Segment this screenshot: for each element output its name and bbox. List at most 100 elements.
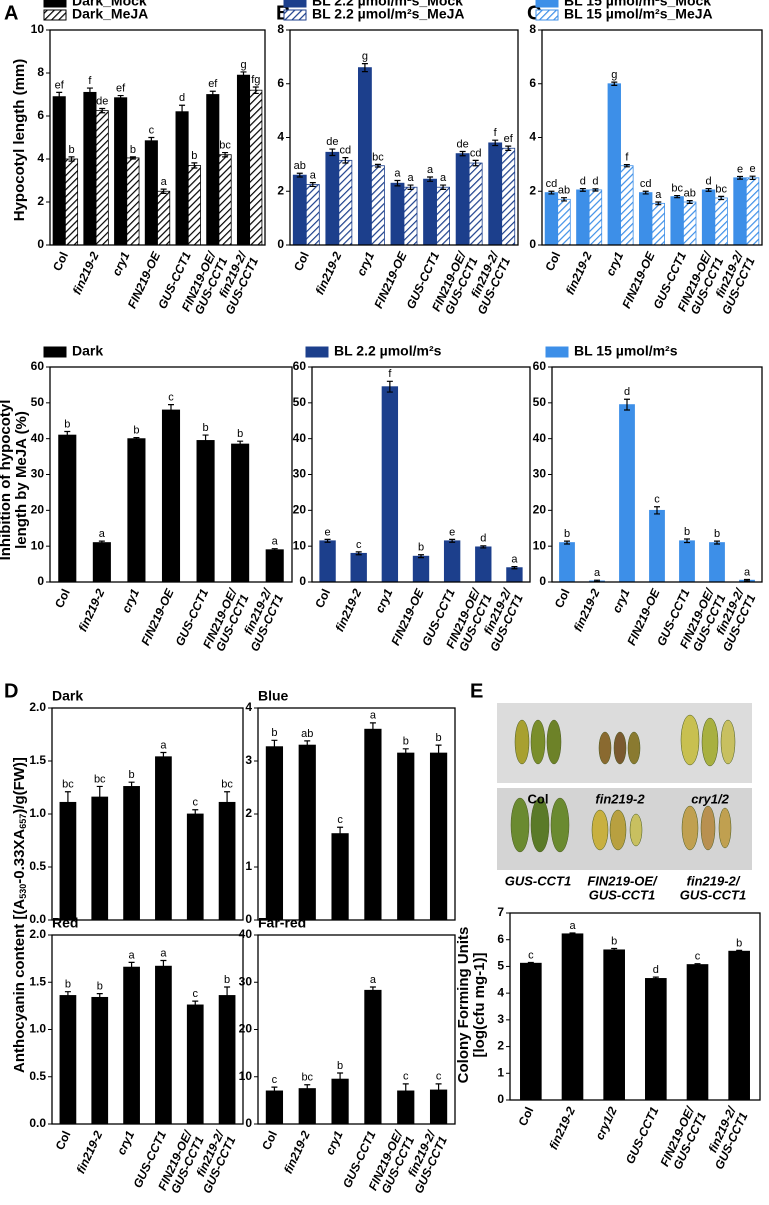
leaf	[681, 805, 699, 851]
y-tick-label: 6	[529, 76, 536, 90]
panel-title: Red	[52, 915, 78, 931]
bar	[123, 966, 140, 1125]
y-tick-label: 4	[277, 130, 284, 144]
bar	[91, 996, 109, 1125]
legend-label: BL 15 µmol/m²s_MeJA	[564, 6, 713, 22]
error-bar	[64, 430, 71, 440]
y-tick-label: 1	[245, 859, 252, 873]
y-axis-label: Inhibition of hypocotyl	[0, 400, 14, 561]
leaf	[613, 731, 627, 765]
x-tick-label: Col	[52, 587, 73, 610]
error-bar	[252, 86, 259, 95]
y-tick-label: 1.5	[29, 974, 46, 988]
bar	[59, 995, 77, 1125]
x-tick-label-group: fin219-2	[73, 1128, 105, 1175]
y-tick-label: 2	[277, 183, 284, 197]
significance-letter: g	[240, 59, 246, 71]
x-tick-label: fin219-2	[70, 249, 102, 296]
error-bar	[511, 565, 518, 570]
y-tick-label: 10	[31, 538, 45, 552]
bar	[588, 189, 603, 246]
plot-frame	[49, 366, 293, 583]
error-bar	[749, 175, 756, 181]
y-tick-label: 0	[37, 237, 44, 251]
x-tick-label: cry1	[609, 586, 632, 615]
y-tick-label: 20	[293, 503, 307, 517]
error-bar	[623, 164, 630, 168]
significance-letter: b	[129, 769, 135, 781]
error-bar	[168, 404, 174, 416]
plot-frame	[49, 29, 266, 246]
y-tick-label: 60	[293, 359, 307, 373]
y-tick-label: 6	[37, 108, 44, 122]
bar	[429, 752, 448, 921]
error-bar	[654, 506, 660, 515]
y-tick-label: 60	[533, 359, 547, 373]
significance-letter: bc	[94, 773, 106, 785]
significance-letter: b	[68, 144, 74, 156]
bar	[236, 74, 251, 246]
x-tick-label-group: fin219-2	[546, 1104, 578, 1151]
legend-label: Dark	[72, 343, 103, 359]
significance-letter: c	[436, 1071, 442, 1083]
y-axis-label-part: 657	[18, 814, 28, 829]
bar	[728, 950, 750, 1101]
y-tick-label: 0	[539, 574, 546, 588]
bar	[186, 1004, 204, 1125]
bar	[651, 202, 665, 246]
bar	[670, 196, 684, 246]
significance-letter: c	[168, 392, 174, 404]
bar	[331, 833, 349, 921]
panel-label: A	[4, 2, 18, 24]
bar	[686, 964, 709, 1101]
y-tick-label: 2	[245, 806, 252, 820]
significance-letter: b	[684, 526, 690, 538]
y-axis-label: Hypocotyl length (mm)	[11, 59, 28, 222]
y-axis-label-part: )/g(FW)]	[11, 757, 28, 814]
significance-letter: bc	[372, 151, 384, 163]
error-bar	[304, 1084, 311, 1093]
significance-letter: c	[528, 949, 534, 961]
y-tick-label: 7	[497, 905, 504, 919]
error-bar	[324, 538, 331, 543]
significance-letter: a	[394, 167, 401, 179]
bar	[265, 1090, 284, 1125]
significance-letter: f	[88, 75, 92, 87]
x-tick-label-group: cry1	[603, 249, 626, 278]
significance-letter: b	[130, 144, 136, 156]
bar	[218, 154, 232, 246]
leaf	[718, 807, 732, 849]
significance-letter: a	[99, 528, 106, 540]
significance-letter: c	[193, 797, 199, 809]
error-bar	[418, 554, 424, 559]
error-bar	[128, 961, 135, 973]
error-bar	[129, 156, 136, 160]
error-bar	[472, 159, 479, 167]
significance-letter: f	[494, 127, 498, 139]
y-tick-label: 2	[37, 194, 44, 208]
error-bar	[224, 791, 231, 814]
y-tick-label: 4	[245, 700, 252, 714]
bar	[144, 140, 158, 246]
bar	[357, 67, 372, 246]
significance-letter: d	[624, 386, 630, 398]
legend-label: Dark_MeJA	[72, 6, 148, 22]
y-axis-label: Anthocyanin content [(A530-0.33XA657)/g(…	[11, 757, 28, 1073]
x-tick-label: fin219-2	[76, 586, 108, 633]
error-bar	[674, 194, 681, 199]
significance-letter: b	[203, 422, 209, 434]
error-bar	[271, 548, 278, 552]
error-bar	[271, 739, 278, 754]
x-tick-label: cry1/2	[592, 1104, 619, 1142]
error-bar	[133, 436, 140, 441]
error-bar	[435, 744, 442, 762]
bar	[187, 165, 201, 246]
x-tick-label: fin219-2	[332, 586, 364, 633]
significance-letter: c	[193, 988, 199, 1000]
bar	[561, 933, 584, 1101]
bar	[305, 184, 320, 246]
bar	[161, 409, 181, 583]
panel-title: Dark	[52, 688, 83, 704]
bar	[83, 91, 97, 246]
error-bar	[68, 156, 75, 162]
